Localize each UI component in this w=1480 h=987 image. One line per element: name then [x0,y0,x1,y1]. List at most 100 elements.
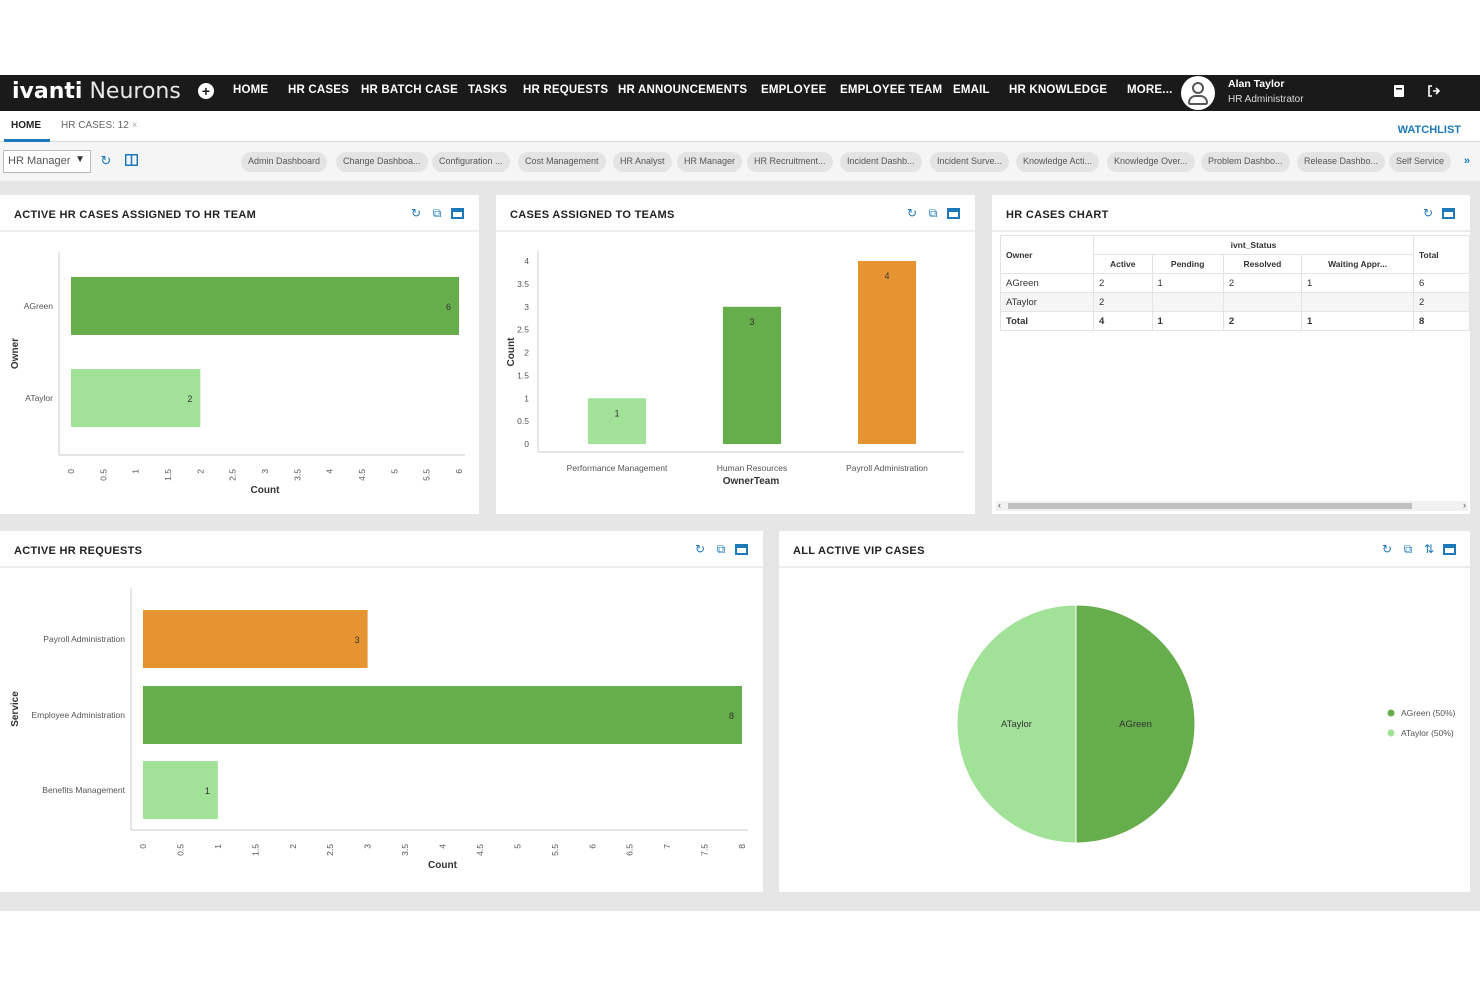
export-icon[interactable]: ⧉ [928,206,938,220]
dashboard-pill[interactable]: Release Dashbo... [1297,152,1386,172]
maximize-icon[interactable] [735,544,748,555]
scroll-left-icon[interactable]: ‹ [998,500,1001,510]
export-icon[interactable]: ⧉ [716,542,726,556]
value-cell: 2 [1413,292,1470,312]
refresh-icon[interactable]: ↻ [100,153,112,168]
dashboard-pill[interactable]: Knowledge Over... [1107,152,1195,172]
bar [143,761,218,819]
user-role: HR Administrator [1228,94,1304,105]
nav-email[interactable]: EMAIL [953,84,990,96]
total-header: Total [1413,235,1470,274]
nav-employee-team[interactable]: EMPLOYEE TEAM [840,84,943,96]
nav-hr-knowledge[interactable]: HR KNOWLEDGE [1009,84,1108,96]
refresh-icon[interactable]: ↻ [906,206,918,220]
horizontal-scrollbar[interactable]: ‹ › [996,500,1468,511]
dashboard-pill[interactable]: Problem Dashbo... [1201,152,1290,172]
maximize-icon[interactable] [1442,208,1455,219]
y-axis-title: Count [506,337,517,367]
nav-employee[interactable]: EMPLOYEE [761,84,827,96]
data-label: 3 [355,635,360,645]
value-cell: 2 [1093,292,1153,312]
dashboard-pill[interactable]: HR Manager [677,152,743,172]
ivanti-logo[interactable]: ivanti Neurons [12,79,181,104]
tick-label: 5.5 [550,844,560,856]
logo-product: Neurons [89,79,181,104]
nav-hr-batch-case[interactable]: HR BATCH CASE [361,84,458,96]
layout-icon[interactable] [124,154,138,168]
tick-label: 0.5 [517,416,529,426]
table-row: AGreen 2 1 2 1 6 [1000,273,1470,293]
tick-label: 6.5 [625,844,635,856]
status-group-header: ivnt_Status [1093,235,1414,255]
refresh-icon[interactable]: ↻ [1381,542,1393,556]
panel-header: ACTIVE HR CASES ASSIGNED TO HR TEAM ↻ ⧉ [0,195,479,232]
maximize-icon[interactable] [451,208,464,219]
owner-cell: ATaylor [1000,292,1094,312]
tab-hr-cases[interactable]: HR CASES: 12 × [61,120,137,131]
category-label: Payroll Administration [43,634,125,644]
slice-label: AGreen [1119,719,1152,730]
dashboard-pill[interactable]: Admin Dashboard [241,152,328,172]
value-cell: 6 [1413,273,1470,293]
tick-label: 0 [66,469,76,474]
panel-header: ACTIVE HR REQUESTS ↻ ⧉ [0,531,763,568]
dashboard-pill[interactable]: Cost Management [518,152,606,172]
slice-label: ATaylor [1001,719,1032,730]
nav-tasks[interactable]: TASKS [468,84,508,96]
tick-label: 2 [288,844,298,849]
more-dashboards-icon[interactable]: » [1463,155,1470,167]
maximize-icon[interactable] [947,208,960,219]
user-avatar[interactable] [1181,76,1215,110]
nav-hr-announcements[interactable]: HR ANNOUNCEMENTS [618,84,748,96]
category-label: Human Resources [717,463,787,473]
tick-label: 4 [438,844,448,849]
plus-circle-icon[interactable]: + [198,83,214,99]
tick-label: 7.5 [700,844,710,856]
refresh-icon[interactable]: ↻ [410,206,422,220]
nav-home[interactable]: HOME [233,84,269,96]
data-label: 8 [729,711,734,721]
watchlist-link[interactable]: WATCHLIST [1397,124,1461,136]
tick-label: 0.5 [175,844,185,856]
help-book-icon[interactable] [1391,84,1407,100]
value-cell: 1 [1301,311,1414,331]
dashboard-pill[interactable]: Change Dashboa... [336,152,428,172]
active-tab-underline [4,139,50,142]
tick-label: 7 [662,844,672,849]
refresh-icon[interactable]: ↻ [694,542,706,556]
value-cell: 1 [1151,311,1224,331]
scrollbar-thumb[interactable] [1008,503,1412,509]
scroll-right-icon[interactable]: › [1463,500,1466,510]
logout-icon[interactable] [1426,84,1442,100]
panel-active-hr-requests: ACTIVE HR REQUESTS ↻ ⧉ 0 0.5 1 1.5 2 2.5 3 3.5 4… [0,531,763,892]
tick-label: 3.5 [517,279,529,289]
dashboard-pill[interactable]: Incident Dashb... [840,152,922,172]
nav-hr-requests[interactable]: HR REQUESTS [523,84,609,96]
user-name[interactable]: Alan Taylor [1228,78,1285,90]
nav-more[interactable]: MORE... [1127,84,1173,96]
logo-brand: ivanti [12,79,83,104]
refresh-icon[interactable]: ↻ [1422,206,1434,220]
tick-label: 1 [131,469,141,474]
export-icon[interactable]: ⧉ [432,206,442,220]
dashboard-pill[interactable]: HR Recruitment... [747,152,833,172]
dashboard-pill[interactable]: Incident Surve... [930,152,1010,172]
category-label: Employee Administration [31,710,125,720]
tick-label: 5 [389,469,399,474]
panel-header: CASES ASSIGNED TO TEAMS ↻ ⧉ [496,195,975,232]
dashboard-pill[interactable]: Configuration ... [432,152,510,172]
role-select[interactable]: HR Manager ▼ [3,150,91,173]
nav-hr-cases[interactable]: HR CASES [288,84,350,96]
export-icon[interactable]: ⧉ [1403,542,1413,556]
maximize-icon[interactable] [1443,544,1456,555]
dashboard-pill[interactable]: HR Analyst [613,152,672,172]
close-icon[interactable]: × [131,120,138,131]
value-cell: 2 [1222,273,1303,293]
dashboard-pill[interactable]: Self Service [1389,152,1452,172]
dashboard-pill[interactable]: Knowledge Acti... [1016,152,1100,172]
panel-header: HR CASES CHART ↻ [992,195,1470,232]
sort-icon[interactable]: ⇅ [1423,542,1435,556]
tab-home[interactable]: HOME [11,120,41,131]
x-axis-title: OwnerTeam [723,476,780,487]
value-cell: 4 [1093,311,1153,331]
